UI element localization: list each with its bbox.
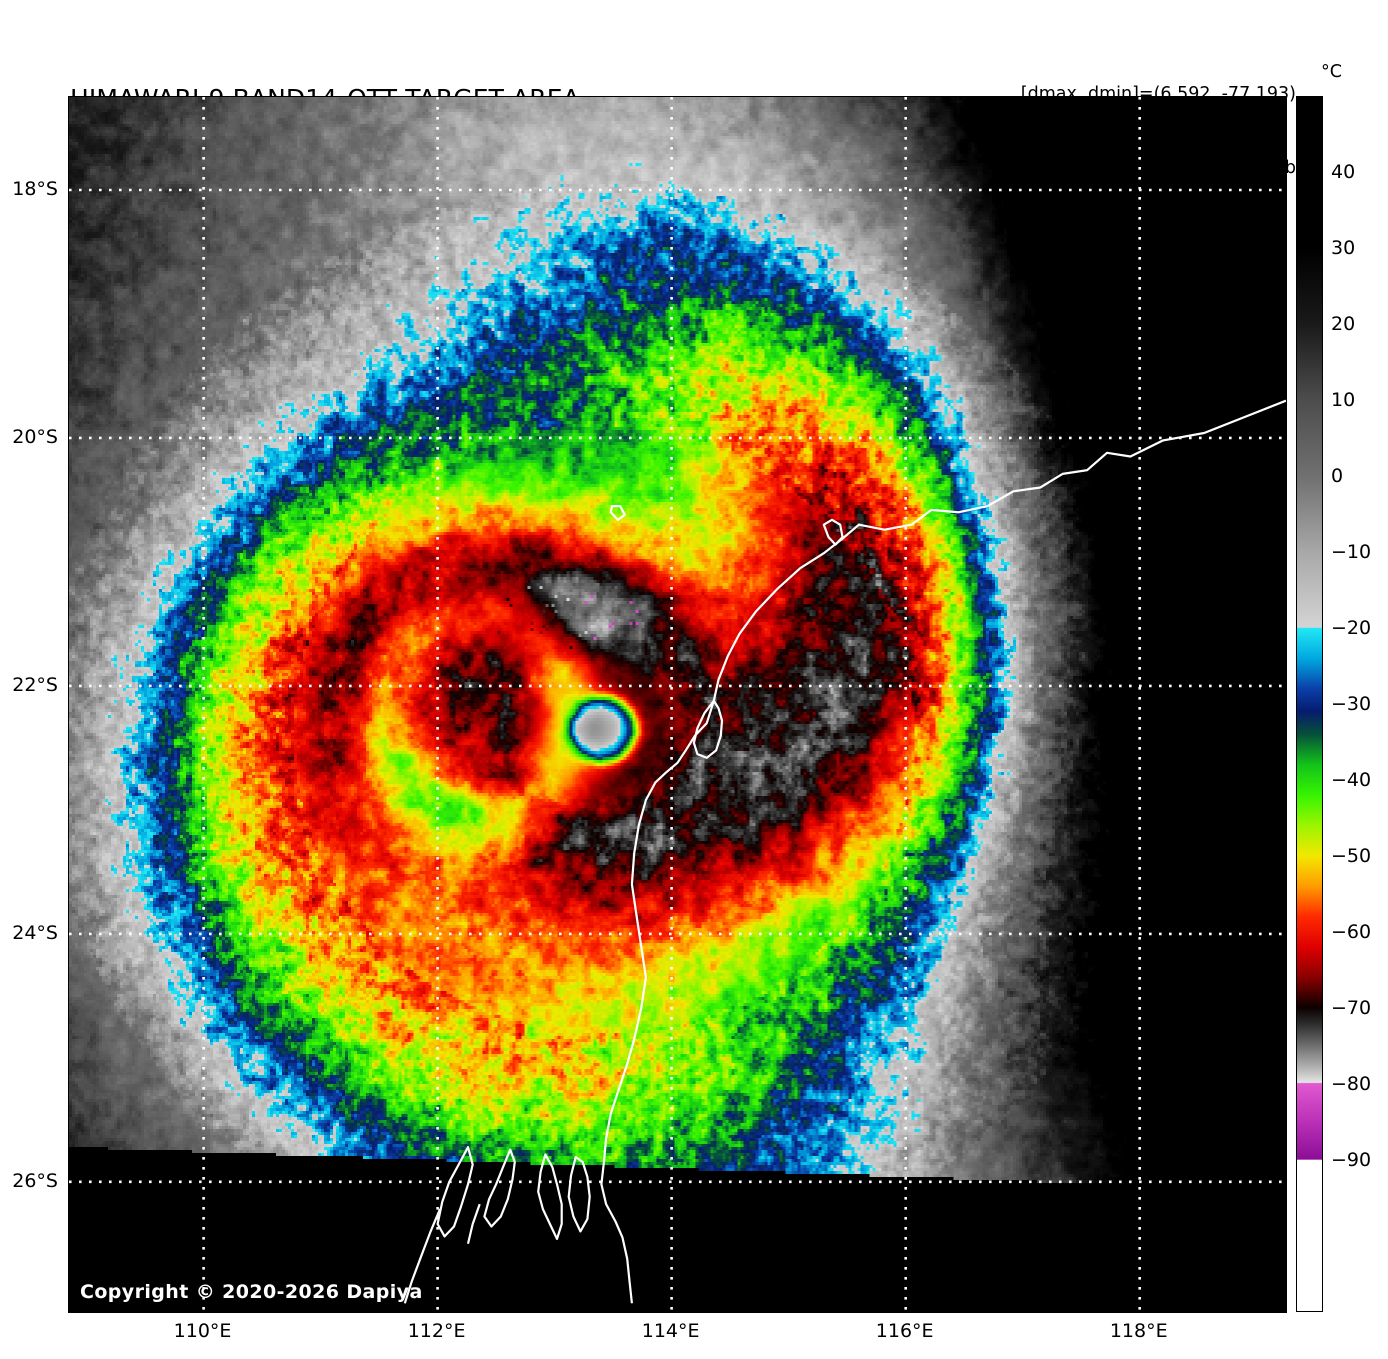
colorbar-tick-0: 0 (1331, 465, 1344, 487)
copyright-text: Copyright © 2020-2026 Dapiya (80, 1281, 423, 1303)
colorbar-tick-30: 30 (1331, 237, 1356, 259)
lon-tick-114°E: 114°E (641, 1320, 700, 1342)
colorbar-tick--10: −10 (1331, 541, 1372, 563)
colorbar-tick-10: 10 (1331, 389, 1356, 411)
colorbar-gradient (1297, 97, 1322, 1311)
lon-tick-116°E: 116°E (875, 1320, 934, 1342)
map-overlay (69, 97, 1286, 1312)
colorbar-tick--30: −30 (1331, 693, 1372, 715)
colorbar-tick--60: −60 (1331, 921, 1372, 943)
ir-brightness-temperature-raster (69, 97, 1286, 1312)
coastline-barrow-island (822, 518, 844, 546)
coastline-exmouth-gulf (692, 700, 724, 759)
lat-tick-26°S: 26°S (12, 1169, 58, 1192)
colorbar-tick--40: −40 (1331, 769, 1372, 791)
coastline-south-shore (403, 1208, 442, 1304)
lon-tick-118°E: 118°E (1109, 1320, 1168, 1342)
colorbar-unit-label: °C (1321, 62, 1342, 82)
colorbar-tick-20: 20 (1331, 313, 1356, 335)
colorbar-tick-40: 40 (1331, 161, 1356, 183)
colorbar-tick--70: −70 (1331, 997, 1372, 1019)
coastline-mainland-nw (600, 399, 1286, 1304)
lat-tick-24°S: 24°S (12, 921, 58, 944)
coastline-inlet-spur (466, 1203, 481, 1245)
colorbar-tick--80: −80 (1331, 1073, 1372, 1095)
colorbar-tick--90: −90 (1331, 1149, 1372, 1171)
colorbar-tick--20: −20 (1331, 617, 1372, 639)
lat-tick-18°S: 18°S (12, 177, 58, 200)
coastline-dirk-hartog-island (567, 1155, 591, 1233)
coastline-edel-land (483, 1148, 516, 1228)
lon-tick-112°E: 112°E (407, 1320, 466, 1342)
coastline-peron-peninsula (537, 1153, 563, 1240)
colorbar-tick--50: −50 (1331, 845, 1372, 867)
lat-tick-22°S: 22°S (12, 673, 58, 696)
lat-tick-20°S: 20°S (12, 425, 58, 448)
colorbar (1296, 96, 1323, 1312)
satellite-ir-image (68, 96, 1287, 1313)
lon-tick-110°E: 110°E (173, 1320, 232, 1342)
coastline-steep-point (436, 1146, 474, 1238)
coastline-islet (609, 505, 626, 521)
